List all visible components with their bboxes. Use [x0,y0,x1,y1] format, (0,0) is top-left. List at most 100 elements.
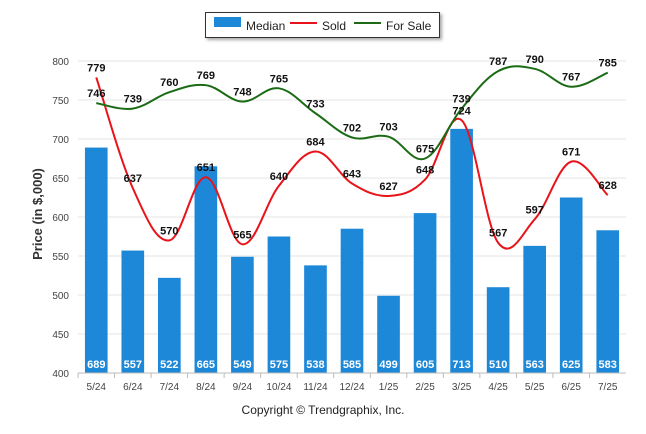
sold-label: 648 [416,165,434,177]
x-tick-label: 2/25 [415,382,435,393]
x-tick-label: 10/24 [266,382,291,393]
for-sale-label: 769 [197,70,215,82]
legend-label-sold: Sold [322,19,347,33]
line-series [95,65,609,250]
y-axis-label: Price (in $,000) [30,168,45,260]
y-tick-label: 800 [52,57,69,68]
for-sale-label: 767 [562,72,580,84]
x-tick-label: 6/25 [561,382,581,393]
for-sale-label: 739 [452,94,470,106]
for-sale-label: 765 [270,73,288,85]
data-labels: 689 557 522 665 549 575 538 585 499 605 713 510 563 6… [87,54,617,371]
x-tick-label: 3/25 [452,382,472,393]
for-sale-label: 785 [599,58,617,70]
sold-label: 567 [489,228,507,240]
legend-swatch-sold [290,22,317,24]
x-tick-label: 4/25 [488,382,508,393]
x-tick-label: 5/25 [525,382,545,393]
sold-label: 628 [599,180,617,192]
bar-label: 689 [87,359,105,371]
bar-label: 575 [270,359,288,371]
bar [596,230,620,373]
sold-label: 684 [306,136,325,148]
line-for-sale [96,65,609,161]
bar [377,295,400,373]
bar [194,166,218,373]
x-tick-label: 6/24 [123,382,143,393]
for-sale-label: 787 [489,56,507,68]
bar-label: 499 [379,359,397,371]
x-tick-label: 8/24 [196,382,216,393]
bar-label: 605 [416,359,434,371]
x-tick-label: 11/24 [303,382,328,393]
line-sold [95,77,609,250]
bar [413,213,437,373]
sold-label: 724 [452,105,471,117]
y-tick-label: 700 [52,135,69,146]
legend: Median Sold For Sale [205,12,440,38]
bar-label: 665 [197,359,215,371]
bar-label: 557 [124,359,142,371]
sold-label: 671 [562,147,580,159]
for-sale-label: 703 [379,122,397,134]
x-tick-label: 9/24 [233,382,253,393]
y-tick-label: 650 [52,174,69,185]
bar-label: 585 [343,359,361,371]
bar-label: 538 [306,359,324,371]
sold-label: 640 [270,171,288,183]
for-sale-label: 748 [233,87,251,99]
bar [304,265,327,373]
for-sale-label: 790 [525,54,543,66]
bar-label: 713 [452,359,470,371]
for-sale-label: 675 [416,144,434,156]
bar [267,236,291,373]
y-tick-label: 550 [52,252,69,263]
legend-swatch-for-sale [354,22,381,24]
y-tick-label: 600 [52,213,69,224]
legend-label-for-sale: For Sale [386,19,432,33]
bar [523,245,546,373]
sold-label: 651 [197,162,215,174]
bar [559,197,583,373]
sold-label: 643 [343,168,361,180]
bar [231,256,254,373]
sold-label: 637 [124,173,142,185]
y-tick-label: 500 [52,291,69,302]
for-sale-label: 733 [306,98,324,110]
legend-swatch-median [214,17,241,27]
bar-label: 510 [489,359,507,371]
copyright-text: Copyright © Trendgraphix, Inc. [241,403,405,417]
x-tick-label: 5/24 [87,382,107,393]
y-tick-label: 750 [52,96,69,107]
bar-label: 549 [233,359,251,371]
for-sale-label: 702 [343,122,361,134]
bar [450,128,473,373]
axes: 400 450 500 550 600 650 700 750 800 5/24 6/24 7/24 8… [52,57,626,393]
bar [340,228,364,373]
bar [486,287,510,373]
bar-series-median [84,128,620,373]
sold-label: 779 [87,62,105,74]
bar-label: 522 [160,359,178,371]
bar-label: 563 [525,359,543,371]
for-sale-label: 746 [87,88,105,100]
for-sale-label: 739 [124,94,142,106]
y-tick-label: 450 [52,330,69,341]
sold-label: 570 [160,225,178,237]
x-tick-label: 1/25 [379,382,399,393]
bar [121,250,145,373]
bar [158,277,181,373]
bar-label: 583 [599,359,617,371]
sold-label: 597 [525,204,543,216]
bar-label: 625 [562,359,580,371]
bar [84,147,108,373]
x-tick-label: 12/24 [339,382,364,393]
for-sale-label: 760 [160,77,178,89]
x-tick-label: 7/24 [160,382,180,393]
y-tick-label: 400 [52,369,69,380]
x-tick-label: 7/25 [598,382,618,393]
sold-label: 565 [233,229,251,241]
sold-label: 627 [379,181,397,193]
legend-label-median: Median [246,19,286,33]
